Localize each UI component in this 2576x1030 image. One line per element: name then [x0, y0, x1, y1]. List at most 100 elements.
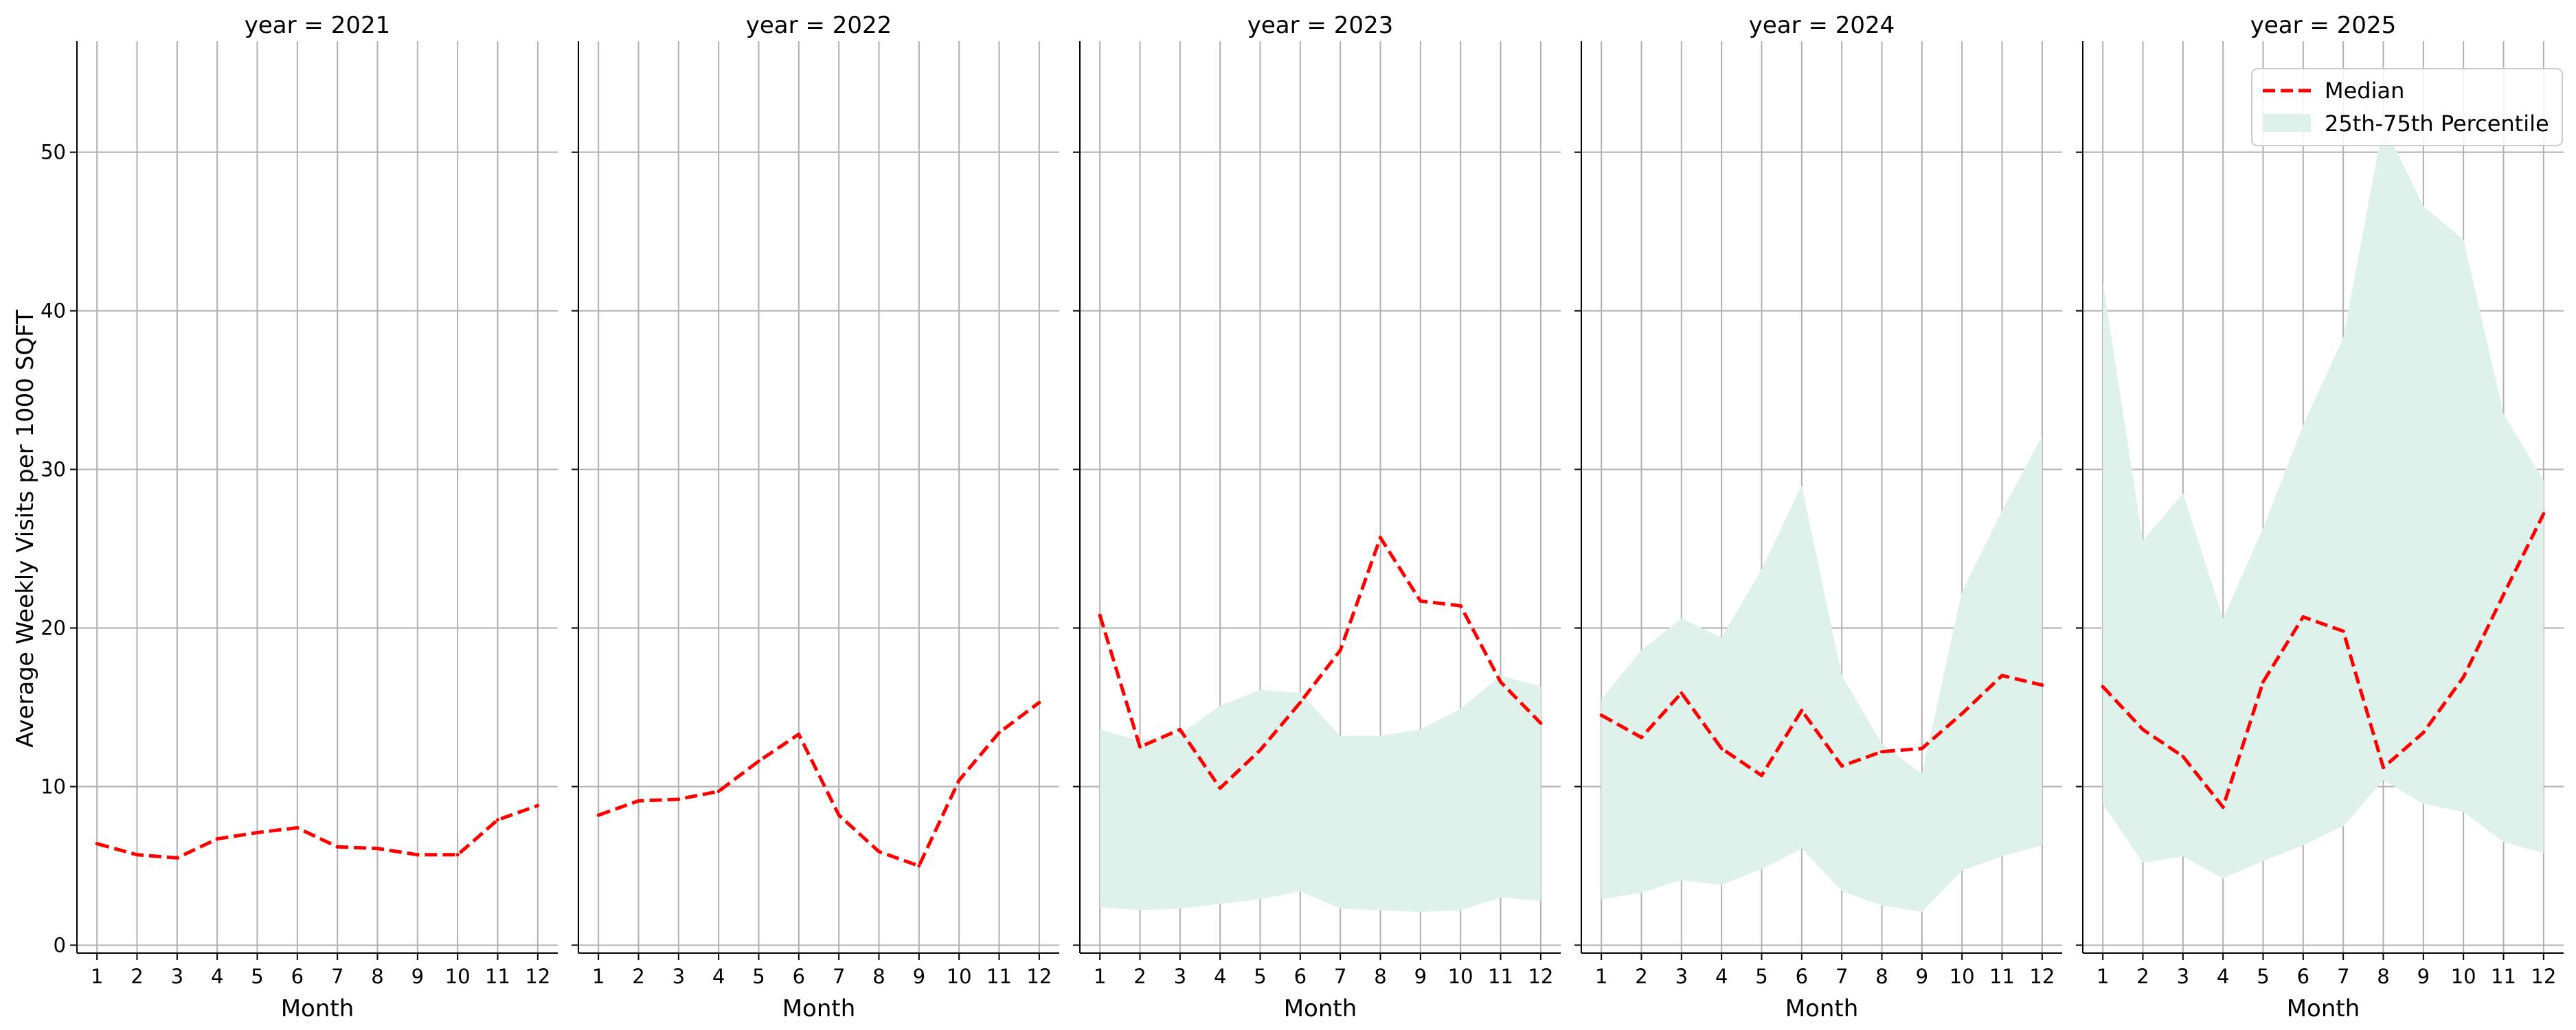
median-point: [416, 853, 420, 857]
y-tick-label: 20: [41, 617, 66, 640]
panel-title: year = 2025: [2250, 12, 2396, 39]
percentile-band: [1601, 436, 2042, 912]
median-point: [295, 826, 300, 830]
x-tick-label: 5: [1254, 965, 1266, 988]
x-tick-label: 2: [1635, 965, 1647, 988]
median-point: [2101, 685, 2105, 689]
median-point: [637, 799, 640, 803]
median-point: [797, 732, 801, 736]
median-point: [677, 797, 681, 801]
median-points: [1098, 536, 1543, 790]
median-line: [1600, 674, 2043, 777]
median-point: [1338, 648, 1342, 652]
x-tick-label: 6: [1796, 965, 1808, 988]
x-tick-label: 11: [986, 965, 1012, 988]
median-point: [1419, 599, 1423, 603]
median-point: [1298, 700, 1302, 705]
median-point: [1037, 700, 1041, 705]
panel-title: year = 2023: [1247, 12, 1393, 39]
x-tick-label: 4: [2217, 965, 2229, 988]
y-tick-label: 50: [41, 141, 66, 164]
x-tick-label: 3: [1174, 965, 1186, 988]
median-point: [1920, 746, 1924, 751]
median-point: [1458, 604, 1462, 608]
x-tick-label: 10: [1950, 965, 1975, 988]
median-point: [2040, 683, 2044, 687]
median-point: [757, 759, 760, 764]
x-tick-label: 6: [1294, 965, 1307, 988]
median-point: [2502, 593, 2505, 597]
x-tick-label: 7: [1334, 965, 1346, 988]
x-tick-label: 2: [2136, 965, 2149, 988]
median-point: [917, 864, 921, 868]
percentile-band: [1100, 675, 1541, 912]
x-tick-label: 11: [2491, 965, 2516, 988]
median-points: [2101, 512, 2546, 810]
x-tick-label: 8: [371, 965, 383, 988]
x-tick-label: 9: [1916, 965, 1928, 988]
x-tick-label: 6: [793, 965, 805, 988]
median-point: [496, 818, 499, 822]
median-point: [1379, 536, 1382, 540]
median-point: [1960, 711, 1964, 716]
x-tick-label: 9: [411, 965, 424, 988]
x-tick-label: 5: [1755, 965, 1767, 988]
x-tick-label: 2: [131, 965, 143, 988]
panel-title: year = 2021: [245, 12, 390, 39]
median-point: [2141, 727, 2145, 731]
x-tick-label: 1: [592, 965, 605, 988]
median-point: [2382, 766, 2385, 770]
x-tick-label: 3: [1675, 965, 1688, 988]
x-tick-label: 1: [91, 965, 103, 988]
x-tick-label: 6: [2297, 965, 2309, 988]
median-points: [95, 803, 540, 860]
x-tick-label: 9: [1414, 965, 1427, 988]
median-point: [215, 837, 219, 841]
panel-title: year = 2022: [746, 12, 892, 39]
median-point: [95, 842, 99, 846]
median-point: [1218, 786, 1222, 790]
x-tick-label: 4: [1214, 965, 1226, 988]
median-point: [1258, 748, 1262, 752]
x-tick-label: 3: [171, 965, 183, 988]
median-point: [2542, 512, 2546, 516]
x-tick-label: 4: [211, 965, 223, 988]
median-point: [135, 853, 139, 857]
median-points: [1599, 674, 2044, 777]
x-tick-label: 5: [251, 965, 263, 988]
median-point: [2421, 731, 2426, 735]
x-axis-label: Month: [2287, 995, 2360, 1022]
panel-title: year = 2024: [1749, 12, 1895, 39]
grid: [578, 41, 1059, 953]
grid: [77, 41, 558, 953]
x-tick-label: 2: [1133, 965, 1146, 988]
y-tick-label: 0: [54, 933, 66, 957]
x-tick-label: 5: [2257, 965, 2269, 988]
y-axis-label: Average Weekly Visits per 1000 SQFT: [12, 310, 39, 748]
x-tick-label: 10: [445, 965, 471, 988]
median-point: [997, 731, 1001, 735]
x-axis-label: Month: [782, 995, 856, 1022]
x-tick-label: 6: [291, 965, 304, 988]
median-point: [455, 853, 460, 857]
x-tick-label: 7: [833, 965, 845, 988]
legend-band-swatch: [2263, 114, 2311, 132]
median-point: [1760, 773, 1763, 777]
x-tick-label: 9: [913, 965, 925, 988]
median-line: [96, 803, 539, 860]
median-point: [1599, 713, 1603, 718]
median-point: [2000, 674, 2004, 678]
median-point: [1640, 735, 1643, 740]
x-tick-label: 9: [2417, 965, 2430, 988]
median-point: [877, 849, 881, 854]
median-point: [536, 803, 540, 808]
median-point: [2261, 680, 2265, 684]
median-point: [1800, 709, 1804, 713]
median-point: [2301, 615, 2305, 619]
x-tick-label: 10: [947, 965, 972, 988]
median-line: [2101, 513, 2546, 809]
